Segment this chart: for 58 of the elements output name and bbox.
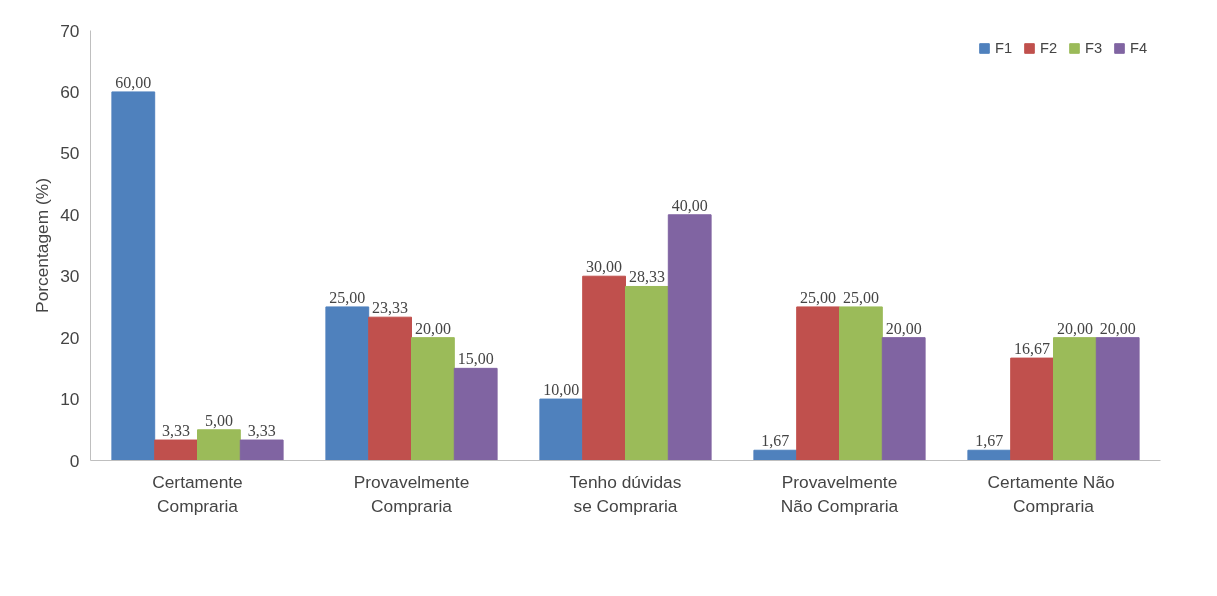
- y-tick-label: 30: [60, 266, 80, 287]
- bar: [325, 306, 370, 461]
- data-label: 25,00: [800, 288, 837, 306]
- data-label: 1,67: [761, 432, 790, 450]
- bar: [967, 449, 1012, 461]
- bar: [667, 214, 712, 461]
- y-axis-title: Porcentagem (%): [32, 178, 53, 313]
- data-label: 40,00: [671, 196, 708, 214]
- bar: [453, 367, 498, 461]
- x-tick-label: Certamente Compraria: [152, 471, 243, 516]
- data-label: 20,00: [1099, 319, 1136, 337]
- bar: [1095, 337, 1140, 461]
- data-label: 3,33: [247, 422, 276, 440]
- bar: [197, 429, 241, 461]
- y-tick-label: 70: [60, 20, 80, 41]
- data-label: 16,67: [1014, 340, 1051, 358]
- legend-label: F3: [1085, 40, 1104, 56]
- bar: [411, 337, 455, 461]
- x-tick-label: Provavelmente Compraria: [353, 471, 470, 516]
- y-tick-label: 40: [60, 204, 80, 225]
- data-label: 25,00: [842, 288, 879, 306]
- data-label: 20,00: [414, 319, 451, 337]
- data-label: 3,33: [162, 422, 191, 440]
- data-label: 20,00: [885, 319, 922, 337]
- data-label: 15,00: [457, 350, 494, 368]
- bar: [539, 398, 584, 461]
- data-label: 25,00: [329, 288, 366, 306]
- data-label: 10,00: [543, 381, 580, 399]
- y-tick-label: 60: [60, 81, 80, 102]
- bar: [582, 275, 626, 461]
- bar: [154, 439, 198, 461]
- bar: [239, 439, 284, 461]
- y-tick-label: 50: [60, 143, 80, 164]
- legend-label: F2: [1040, 40, 1059, 56]
- bar: [839, 306, 883, 461]
- bar: [1053, 337, 1097, 461]
- bar: [753, 449, 798, 461]
- legend-label: F1: [995, 40, 1014, 56]
- bar: [368, 316, 412, 461]
- bar: [881, 337, 926, 461]
- data-label: 60,00: [115, 73, 152, 91]
- bar: [111, 91, 156, 461]
- data-label: 30,00: [586, 258, 623, 276]
- y-tick-label: 20: [60, 327, 80, 348]
- legend-label: F4: [1130, 40, 1149, 56]
- data-label: 20,00: [1056, 319, 1093, 337]
- bar: [1010, 357, 1054, 461]
- x-tick-label: Certamente Não Compraria: [987, 471, 1115, 516]
- data-label: 5,00: [204, 411, 233, 429]
- y-tick-label: 0: [69, 450, 80, 471]
- y-tick-label: 10: [60, 389, 80, 410]
- data-label: 28,33: [628, 268, 665, 286]
- data-label: 1,67: [975, 432, 1004, 450]
- bar: [796, 306, 840, 461]
- x-tick-label: Tenho dúvidas se Compraria: [569, 471, 682, 516]
- data-label: 23,33: [372, 299, 409, 317]
- x-tick-label: Provavelmente Não Compraria: [780, 471, 899, 516]
- bar: [625, 285, 669, 461]
